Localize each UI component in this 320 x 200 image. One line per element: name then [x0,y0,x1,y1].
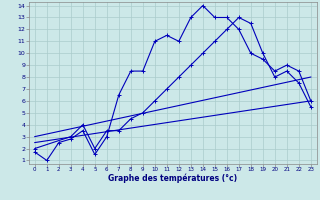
X-axis label: Graphe des températures (°c): Graphe des températures (°c) [108,174,237,183]
